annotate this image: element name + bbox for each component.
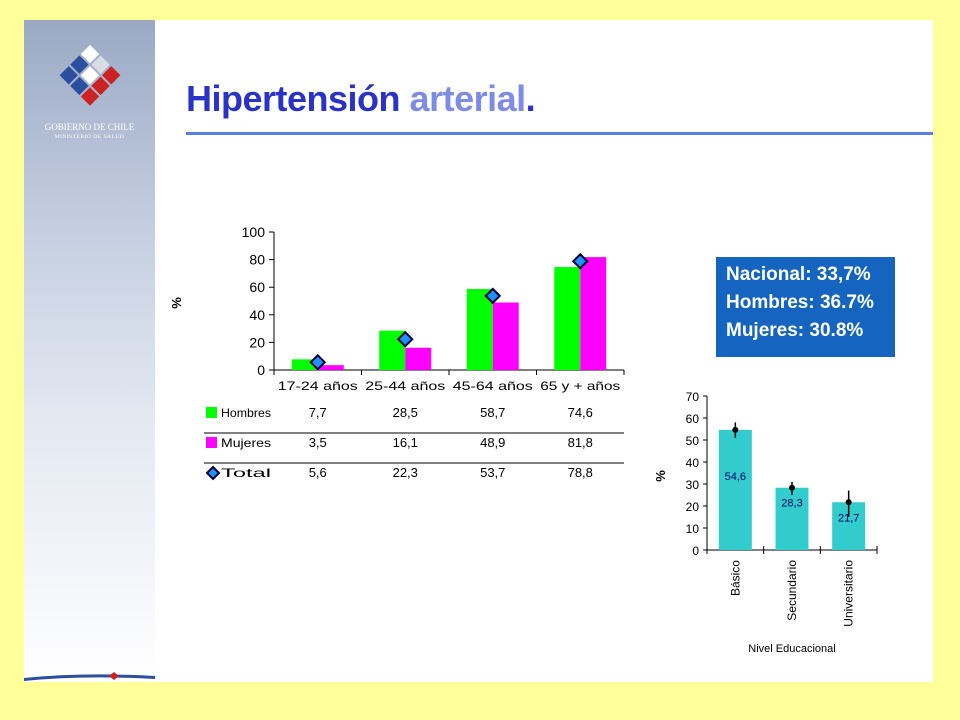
bar-mujeres	[405, 347, 432, 370]
marker-total	[571, 252, 589, 270]
category-label: Básico	[728, 560, 742, 596]
table-cell: 78,8	[568, 465, 593, 480]
marker-total	[309, 353, 327, 371]
table-cell: 22,3	[393, 465, 418, 480]
y-tick-label: 50	[686, 434, 700, 448]
title-rule	[186, 132, 933, 135]
y-tick-label: 100	[242, 224, 266, 240]
table-cell: 3,5	[309, 435, 327, 450]
bar-education	[775, 487, 809, 550]
point-estimate	[845, 499, 852, 506]
bar-hombres	[291, 359, 318, 370]
y-tick-label: 40	[249, 307, 265, 323]
logo-line2: MINISTERIO DE SALUD	[54, 134, 125, 140]
sidebar: GOBIERNO DE CHILE MINISTERIO DE SALUD	[24, 20, 155, 682]
legend-label: Mujeres	[221, 436, 271, 450]
y-tick-label: 40	[686, 456, 700, 470]
legend-label: Hombres	[221, 406, 271, 420]
category-label: Secundario	[785, 560, 799, 621]
legend-total-icon	[205, 465, 221, 481]
age-group-chart: 0 20 40 60 80 100% 17-24 años 25-44 años 45-64 a…	[169, 224, 625, 481]
y-tick-label: 20	[249, 334, 265, 350]
stat-nacional: Nacional: 33,7%	[726, 264, 871, 285]
government-logo-icon	[59, 44, 121, 106]
bar-hombres	[466, 288, 493, 370]
value-label: 54,6	[725, 471, 746, 483]
y-tick-label: 0	[692, 544, 699, 558]
legend-label: Total	[221, 466, 271, 480]
table-cell: 74,6	[568, 405, 593, 420]
table-cell: 28,5	[393, 405, 418, 420]
value-label: 21,7	[838, 512, 859, 524]
table-cell: 58,7	[480, 405, 505, 420]
table-cell: 7,7	[309, 405, 327, 420]
table-cell: 53,7	[480, 465, 505, 480]
legend-mujeres-icon	[206, 437, 217, 448]
title-dot: .	[525, 78, 536, 119]
x-axis-label: Nivel Educacional	[748, 643, 835, 655]
legend-hombres-icon	[206, 407, 217, 418]
y-tick-label: 0	[257, 362, 265, 378]
stat-mujeres: Mujeres: 30.8%	[726, 320, 864, 341]
category-label: 17-24 años	[278, 379, 358, 393]
bar-education	[718, 429, 752, 550]
category-label: 25-44 años	[365, 379, 445, 393]
summary-stats-box: Nacional: 33,7% Hombres: 36.7% Mujeres: …	[716, 257, 895, 357]
title-accent: arterial	[409, 78, 527, 119]
y-tick-label: 60	[686, 412, 700, 426]
y-axis-label: %	[653, 470, 668, 482]
page-title: Hipertensión arterial.	[186, 78, 536, 120]
category-label: 45-64 años	[453, 379, 533, 393]
point-estimate	[732, 426, 739, 433]
stat-hombres: Hombres: 36.7%	[726, 292, 874, 313]
value-label: 28,3	[781, 498, 802, 510]
y-tick-label: 60	[249, 279, 265, 295]
bar-hombres	[554, 267, 581, 370]
y-tick-label: 10	[686, 522, 700, 536]
logo-line1: GOBIERNO DE CHILE	[44, 122, 135, 132]
y-tick-label: 70	[686, 390, 700, 404]
table-cell: 5,6	[309, 465, 327, 480]
y-tick-label: 30	[686, 478, 700, 492]
y-axis-label: %	[169, 297, 184, 309]
bar-mujeres	[317, 365, 344, 370]
table-cell: 16,1	[393, 435, 418, 450]
bar-mujeres	[580, 257, 607, 370]
marker-total	[396, 330, 414, 348]
marker-total	[484, 287, 502, 305]
table-cell: 81,8	[568, 435, 593, 450]
y-tick-label: 80	[249, 252, 265, 268]
footer-swoosh-icon	[24, 672, 155, 681]
education-chart: 0 10 20 30 40 50 60 70% 54,6 Básico 28,3 Secundario…	[653, 390, 878, 655]
y-tick-label: 20	[686, 500, 700, 514]
bar-mujeres	[492, 302, 519, 370]
category-label: 65 y + años	[540, 379, 620, 393]
category-label: Universitario	[842, 560, 856, 627]
logo-text: GOBIERNO DE CHILE MINISTERIO DE SALUD	[24, 122, 155, 142]
table-cell: 48,9	[480, 435, 505, 450]
slide: GOBIERNO DE CHILE MINISTERIO DE SALUD Hi…	[24, 20, 933, 682]
point-estimate	[789, 484, 795, 491]
title-main: Hipertensión	[186, 78, 401, 119]
